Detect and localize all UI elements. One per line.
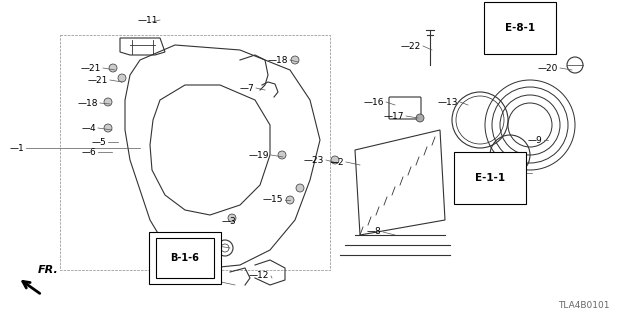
Text: —4: —4 xyxy=(81,124,96,132)
Text: —14: —14 xyxy=(500,169,521,178)
Circle shape xyxy=(291,56,299,64)
Circle shape xyxy=(109,64,117,72)
Text: —16: —16 xyxy=(364,98,384,107)
Text: —19: —19 xyxy=(248,150,269,159)
Text: —8: —8 xyxy=(366,228,381,236)
Text: B-1-6: B-1-6 xyxy=(170,253,200,263)
Text: —6: —6 xyxy=(81,148,96,156)
Text: —20: —20 xyxy=(538,63,558,73)
Text: —10: —10 xyxy=(195,242,216,251)
Text: —23: —23 xyxy=(303,156,324,164)
Text: —5: —5 xyxy=(92,138,106,147)
Text: —22: —22 xyxy=(401,42,421,51)
Text: E-1-1: E-1-1 xyxy=(475,173,505,183)
Circle shape xyxy=(104,98,112,106)
Text: —9: —9 xyxy=(527,135,542,145)
Circle shape xyxy=(104,124,112,132)
Circle shape xyxy=(331,156,339,164)
Text: —15: —15 xyxy=(262,196,283,204)
Circle shape xyxy=(118,74,126,82)
Text: —12: —12 xyxy=(248,271,269,281)
Circle shape xyxy=(228,214,236,222)
Text: —7: —7 xyxy=(239,84,254,92)
Text: —2: —2 xyxy=(330,157,344,166)
Text: —21: —21 xyxy=(88,76,108,84)
Circle shape xyxy=(296,184,304,192)
Circle shape xyxy=(278,151,286,159)
Text: —11: —11 xyxy=(138,15,158,25)
Text: —3: —3 xyxy=(221,218,236,227)
Text: —13: —13 xyxy=(438,98,458,107)
Text: —24: —24 xyxy=(199,277,219,286)
Text: TLA4B0101: TLA4B0101 xyxy=(559,301,610,310)
Text: —1: —1 xyxy=(9,143,24,153)
Text: —18: —18 xyxy=(268,55,288,65)
Text: —17: —17 xyxy=(383,111,404,121)
Text: —21: —21 xyxy=(81,63,101,73)
Circle shape xyxy=(416,114,424,122)
Text: —18: —18 xyxy=(77,99,98,108)
Text: FR.: FR. xyxy=(38,265,59,275)
Text: E-8-1: E-8-1 xyxy=(505,23,535,33)
Text: B-1-6: B-1-6 xyxy=(171,253,200,263)
Circle shape xyxy=(286,196,294,204)
